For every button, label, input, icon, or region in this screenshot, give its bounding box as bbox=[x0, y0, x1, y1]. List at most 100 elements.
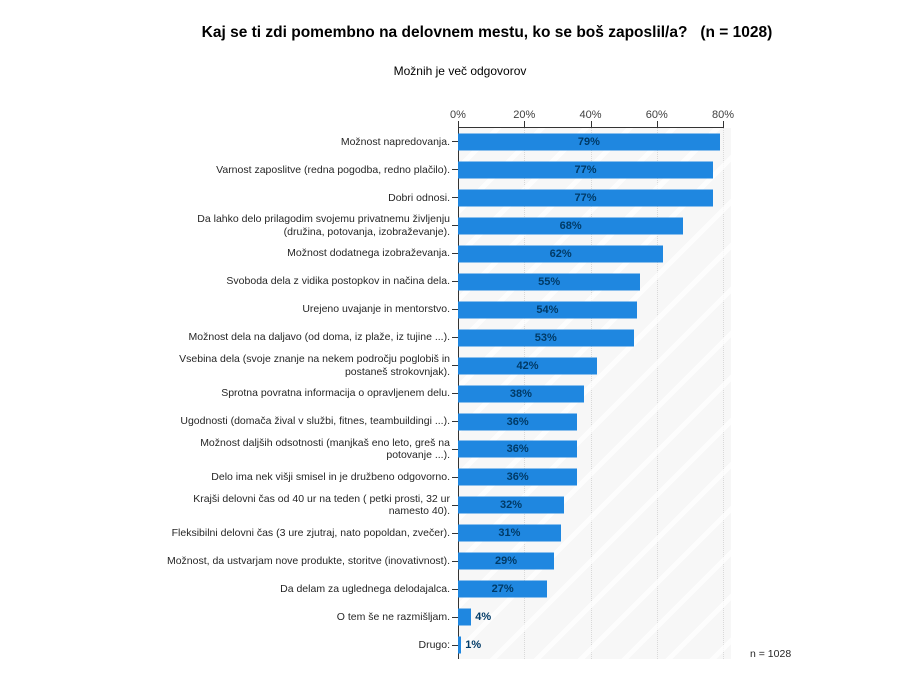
value-label: 38% bbox=[509, 387, 532, 400]
x-axis-tick-label: 20% bbox=[513, 109, 536, 121]
y-axis-tick bbox=[452, 588, 458, 590]
bar bbox=[458, 329, 634, 347]
bar-row: Svoboda dela z vidika postopkov in način… bbox=[165, 268, 731, 296]
value-label: 55% bbox=[538, 275, 561, 288]
bar bbox=[458, 357, 598, 375]
y-axis-tick bbox=[452, 560, 458, 562]
y-axis-tick bbox=[452, 532, 458, 534]
y-axis-tick bbox=[452, 448, 458, 450]
category-label: Fleksibilni delovni čas (3 ure zjutraj, … bbox=[171, 527, 450, 540]
bar-track: 1% bbox=[458, 631, 731, 659]
bar-row: Delo ima nek višji smisel in je družbeno… bbox=[165, 463, 731, 491]
value-label: 79% bbox=[577, 135, 600, 148]
bar-track: 79% bbox=[458, 128, 731, 156]
category-label: Možnost dodatnega izobraževanja. bbox=[287, 247, 450, 260]
value-label: 1% bbox=[465, 639, 482, 652]
bar-rows: Možnost napredovanja. 79% Varnost zaposlit… bbox=[165, 128, 731, 659]
bar-track: 54% bbox=[458, 296, 731, 324]
chart-title: Kaj se ti zdi pomembno na delovnem mestu… bbox=[201, 24, 773, 41]
category-label: Možnost dela na daljavo (od doma, iz pla… bbox=[188, 331, 450, 344]
bar-row: O tem še ne razmišljam. 4% bbox=[165, 603, 731, 631]
value-label: 4% bbox=[475, 611, 492, 624]
bar bbox=[458, 161, 714, 179]
y-axis-tick bbox=[452, 616, 458, 618]
value-label: 77% bbox=[574, 163, 597, 176]
y-axis-tick bbox=[452, 504, 458, 506]
value-label: 77% bbox=[574, 191, 597, 204]
bar bbox=[458, 133, 720, 151]
bar-track: 4% bbox=[458, 603, 731, 631]
bar bbox=[458, 468, 578, 486]
category-label: Svoboda dela z vidika postopkov in način… bbox=[226, 275, 450, 288]
value-label: 53% bbox=[534, 331, 557, 344]
y-axis-tick bbox=[452, 337, 458, 339]
bar-track: 77% bbox=[458, 156, 731, 184]
bar bbox=[458, 608, 472, 626]
category-label: O tem še ne razmišljam. bbox=[336, 610, 450, 623]
y-axis-tick bbox=[452, 197, 458, 199]
bar-row: Možnost dodatnega izobraževanja. 62% bbox=[165, 240, 731, 268]
y-axis-tick bbox=[452, 644, 458, 646]
category-label: Ugodnosti (domača žival v službi, fitnes… bbox=[180, 415, 450, 428]
x-axis-tick-label: 60% bbox=[645, 109, 668, 121]
bar-row: Krajši delovni čas od 40 ur na teden ( p… bbox=[165, 491, 731, 519]
y-axis-tick bbox=[452, 365, 458, 367]
value-label: 68% bbox=[559, 219, 582, 232]
bar-track: 36% bbox=[458, 463, 731, 491]
category-label: Varnost zaposlitve (redna pogodba, redno… bbox=[216, 163, 450, 176]
y-axis-tick bbox=[452, 253, 458, 255]
bar-track: 32% bbox=[458, 491, 731, 519]
bar bbox=[458, 273, 641, 291]
x-axis-tick bbox=[657, 121, 658, 127]
bar bbox=[458, 440, 578, 458]
category-label: Možnost daljših odsotnosti (manjkaš eno … bbox=[200, 436, 450, 462]
bar bbox=[458, 636, 462, 654]
value-label: 62% bbox=[549, 247, 572, 260]
value-label: 36% bbox=[506, 471, 529, 484]
value-label: 36% bbox=[506, 415, 529, 428]
y-axis-tick bbox=[452, 141, 458, 143]
bar-row: Varnost zaposlitve (redna pogodba, redno… bbox=[165, 156, 731, 184]
bar bbox=[458, 245, 664, 263]
bar bbox=[458, 189, 714, 207]
bar-track: 55% bbox=[458, 268, 731, 296]
y-axis-tick bbox=[452, 309, 458, 311]
x-axis-tick bbox=[524, 121, 525, 127]
bar bbox=[458, 496, 564, 514]
category-label: Da delam za uglednega delodajalca. bbox=[280, 582, 450, 595]
bar-row: Sprotna povratna informacija o opravljen… bbox=[165, 380, 731, 408]
bar bbox=[458, 524, 561, 542]
bar bbox=[458, 580, 548, 598]
bar-track: 68% bbox=[458, 212, 731, 240]
y-axis-tick bbox=[452, 476, 458, 478]
value-label: 54% bbox=[536, 303, 559, 316]
bar-row: Možnost, da ustvarjam nove produkte, sto… bbox=[165, 547, 731, 575]
bar-track: 62% bbox=[458, 240, 731, 268]
bar bbox=[458, 301, 637, 319]
bar-row: Urejeno uvajanje in mentorstvo. 54% bbox=[165, 296, 731, 324]
sample-size-note: n = 1028 bbox=[750, 648, 792, 660]
category-label: Možnost napredovanja. bbox=[340, 135, 450, 148]
category-label: Da lahko delo prilagodim svojemu privatn… bbox=[197, 213, 450, 238]
x-axis-tick-label: 80% bbox=[711, 109, 735, 121]
bar-track: 53% bbox=[458, 324, 731, 352]
bar bbox=[458, 552, 555, 570]
bar-row: Da delam za uglednega delodajalca. 27% bbox=[165, 575, 731, 603]
value-label: 32% bbox=[499, 499, 523, 512]
value-label: 27% bbox=[491, 583, 514, 596]
bar-row: Možnost dela na daljavo (od doma, iz pla… bbox=[165, 324, 731, 352]
category-label: Možnost, da ustvarjam nove produkte, sto… bbox=[166, 554, 450, 567]
category-label: Vsebina dela (svoje znanje na nekem podr… bbox=[179, 353, 450, 378]
category-label: Delo ima nek višji smisel in je družbeno… bbox=[211, 471, 450, 484]
value-label: 29% bbox=[495, 555, 518, 568]
y-axis-tick bbox=[452, 169, 458, 171]
bar-track: 38% bbox=[458, 380, 731, 408]
bar-track: 77% bbox=[458, 184, 731, 212]
x-axis-tick-label: 40% bbox=[579, 109, 602, 121]
bar-track: 42% bbox=[458, 352, 731, 380]
x-axis-line bbox=[458, 127, 724, 128]
bar-track: 27% bbox=[458, 575, 731, 603]
bar-row: Možnost daljših odsotnosti (manjkaš eno … bbox=[165, 435, 731, 463]
y-axis-tick bbox=[452, 393, 458, 395]
